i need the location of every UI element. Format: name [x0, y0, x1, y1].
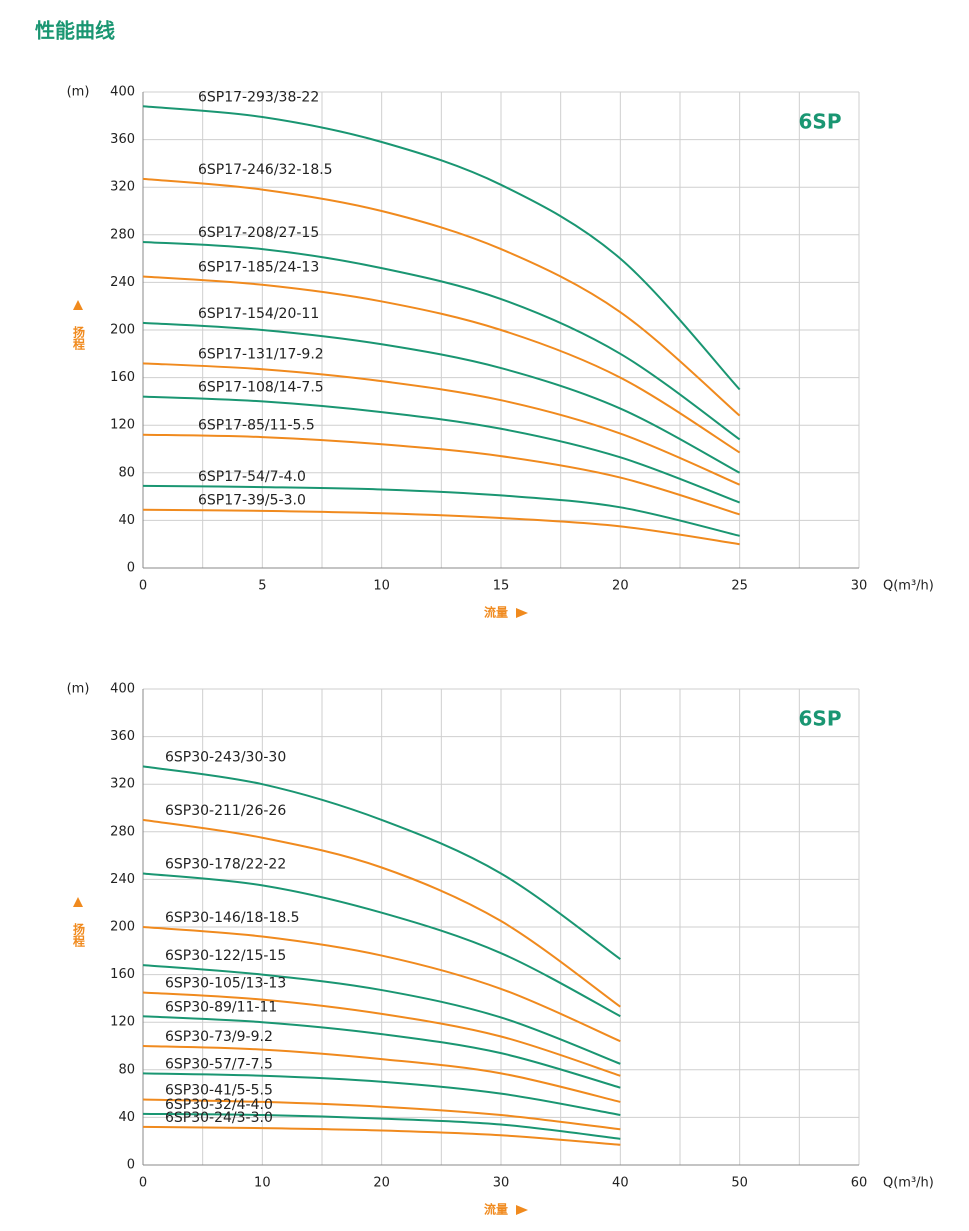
- x-tick-label: 10: [254, 1176, 271, 1191]
- curve-label: 6SP30-73/9-9.2: [165, 1029, 273, 1045]
- curve: [142, 1045, 621, 1103]
- x-tick-label: 25: [731, 579, 748, 594]
- curve-label: 6SP30-24/3-3.0: [165, 1110, 273, 1126]
- y-tick-label: 200: [110, 920, 135, 935]
- curve: [142, 484, 740, 537]
- annotation: 6SP: [799, 110, 842, 134]
- x-tick-label: 15: [493, 579, 510, 594]
- curve-label: 6SP17-154/20-11: [198, 306, 319, 322]
- curve: [142, 1015, 621, 1089]
- curve: [142, 177, 741, 417]
- curve: [142, 1072, 621, 1117]
- curve: [142, 1112, 621, 1140]
- curve-label: 6SP30-211/26-26: [165, 803, 286, 819]
- curve: [142, 765, 621, 960]
- curve-label: 6SP30-243/30-30: [165, 749, 286, 765]
- x-label: 流量: [484, 1202, 508, 1217]
- y-tick-label: 240: [110, 872, 135, 887]
- curve: [142, 395, 741, 504]
- curve-label: 6SP17-54/7-4.0: [198, 469, 306, 485]
- y-tick-label: 0: [127, 561, 135, 576]
- y-label: 扬程: [72, 922, 86, 948]
- y-label: 扬程: [72, 325, 86, 351]
- y-tick-label: 160: [110, 370, 135, 385]
- x-tick-label: 50: [731, 1176, 748, 1191]
- y-tick-label: 0: [127, 1158, 135, 1173]
- y-tick-label: 360: [110, 729, 135, 744]
- y-tick-label: 40: [118, 1110, 135, 1125]
- y-tick-label: 320: [110, 180, 135, 195]
- curve: [142, 872, 621, 1018]
- curve: [142, 926, 621, 1043]
- y-tick-label: 120: [110, 1015, 135, 1030]
- curve-label: 6SP17-185/24-13: [198, 259, 319, 275]
- curve: [142, 275, 741, 454]
- y-tick-label: 80: [118, 1062, 135, 1077]
- x-tick-label: 40: [612, 1176, 629, 1191]
- y-tick-label: 320: [110, 777, 135, 792]
- y-unit: (m): [67, 85, 90, 100]
- curve-label: 6SP17-293/38-22: [198, 89, 319, 105]
- arrow-right-icon: [516, 1205, 528, 1215]
- x-tick-label: 60: [851, 1176, 868, 1191]
- x-tick-label: 20: [373, 1176, 390, 1191]
- curve-label: 6SP30-122/15-15: [165, 948, 286, 964]
- curve: [142, 321, 741, 474]
- arrow-up-icon: [73, 300, 83, 310]
- curve: [142, 105, 741, 391]
- curve-label: 6SP30-41/5-5.5: [165, 1083, 273, 1099]
- curve: [142, 964, 621, 1065]
- y-tick-label: 160: [110, 967, 135, 982]
- curve: [142, 240, 741, 441]
- curve-label: 6SP30-178/22-22: [165, 856, 286, 872]
- arrow-right-icon: [516, 608, 528, 618]
- y-tick-label: 400: [110, 85, 135, 100]
- curve-label: 6SP17-39/5-3.0: [198, 493, 306, 509]
- curve: [142, 1125, 621, 1146]
- curve: [142, 362, 741, 486]
- curve: [142, 508, 740, 546]
- y-tick-label: 200: [110, 323, 135, 338]
- x-tick-label: 0: [139, 579, 147, 594]
- x-tick-label: 0: [139, 1176, 147, 1191]
- y-tick-label: 400: [110, 682, 135, 697]
- curve-label: 6SP30-89/11-11: [165, 999, 277, 1015]
- y-unit: (m): [67, 682, 90, 697]
- y-tick-label: 40: [118, 513, 135, 528]
- y-tick-label: 280: [110, 824, 135, 839]
- curve: [142, 433, 740, 516]
- x-tick-label: 5: [258, 579, 266, 594]
- x-tick-label: 10: [373, 579, 390, 594]
- page-title: 性能曲线: [35, 19, 115, 43]
- curve: [142, 991, 621, 1077]
- curve-label: 6SP30-57/7-7.5: [165, 1056, 273, 1072]
- curve-label: 6SP17-85/11-5.5: [198, 418, 315, 434]
- y-tick-label: 240: [110, 275, 135, 290]
- curve: [142, 818, 621, 1008]
- curve-label: 6SP30-105/13-13: [165, 975, 286, 991]
- y-tick-label: 280: [110, 227, 135, 242]
- x-unit: Q(m³/h): [883, 1176, 934, 1191]
- curve-label: 6SP17-246/32-18.5: [198, 162, 333, 178]
- annotation: 6SP: [799, 707, 842, 731]
- x-tick-label: 20: [612, 579, 629, 594]
- arrow-up-icon: [73, 897, 83, 907]
- y-tick-label: 360: [110, 132, 135, 147]
- curve-label: 6SP17-208/27-15: [198, 225, 319, 241]
- x-tick-label: 30: [851, 579, 868, 594]
- curve-label: 6SP17-131/17-9.2: [198, 346, 324, 362]
- x-label: 流量: [484, 605, 508, 620]
- x-unit: Q(m³/h): [883, 579, 934, 594]
- x-tick-label: 30: [493, 1176, 510, 1191]
- curve-label: 6SP30-32/4-4.0: [165, 1097, 273, 1113]
- curve-label: 6SP30-146/18-18.5: [165, 910, 300, 926]
- y-tick-label: 80: [118, 465, 135, 480]
- y-tick-label: 120: [110, 418, 135, 433]
- curve-label: 6SP17-108/14-7.5: [198, 380, 324, 396]
- curve: [142, 1098, 621, 1131]
